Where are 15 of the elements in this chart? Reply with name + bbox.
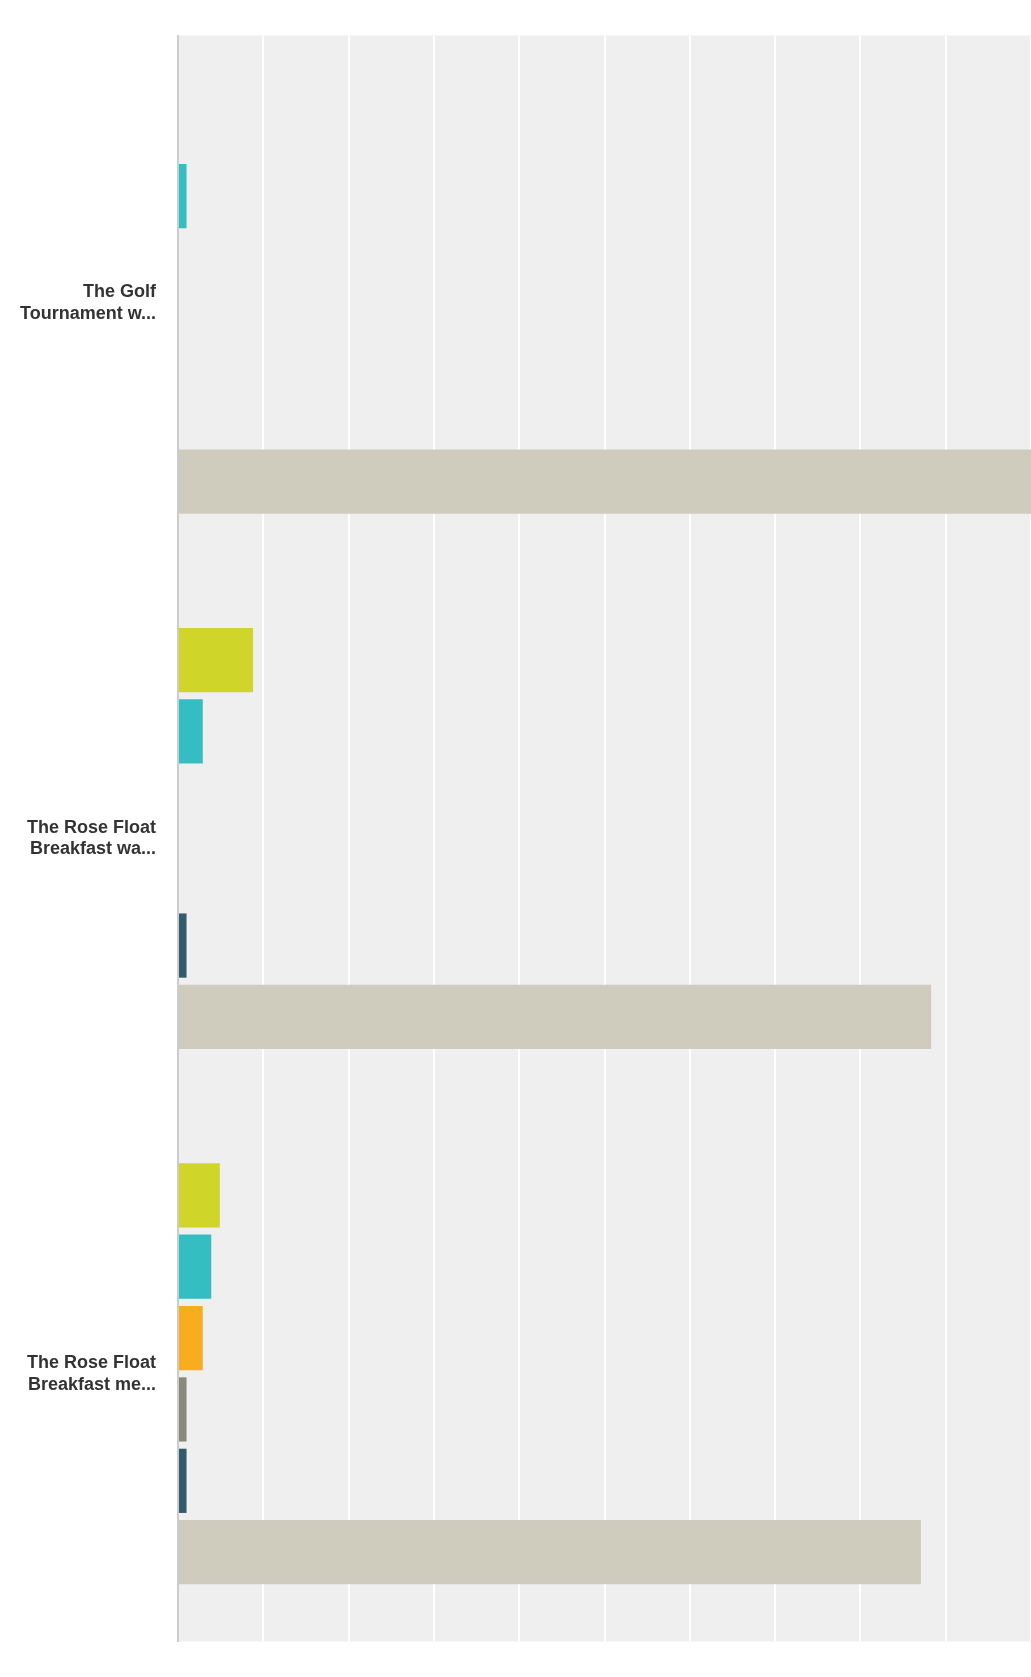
y-tick-label: The Rose Float Breakfast wa... [26, 816, 157, 859]
bar [179, 1520, 921, 1585]
y-tick-label: The Rose Float Breakfast me... [26, 1351, 157, 1394]
bar [179, 1448, 187, 1513]
bar [179, 627, 254, 693]
bar [179, 1163, 220, 1228]
bar [179, 913, 187, 978]
bar [179, 449, 1031, 514]
bar [179, 1305, 203, 1371]
bar [179, 164, 187, 229]
bar [179, 984, 932, 1050]
bar [179, 1234, 212, 1299]
y-tick-label: The Golf Tournament w... [19, 281, 157, 323]
bar [179, 1377, 187, 1442]
bar [179, 699, 203, 764]
